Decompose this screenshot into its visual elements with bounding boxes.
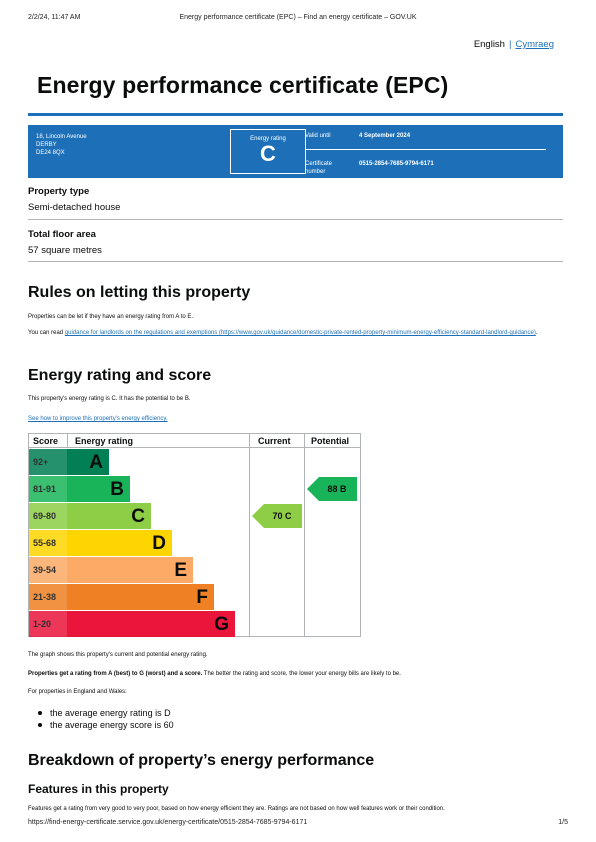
improve-efficiency-link[interactable]: See how to improve this property's energ… — [28, 416, 168, 422]
address-line-2: DERBY — [36, 142, 57, 148]
property-type-row: Property type Semi-detached house — [28, 186, 563, 213]
print-page-title: Energy performance certificate (EPC) – F… — [179, 14, 417, 21]
band-score-c: 69-80 — [29, 503, 67, 529]
print-datetime: 2/2/24, 11:47 AM — [28, 14, 81, 21]
divider — [28, 219, 563, 220]
band-bar-b: B — [67, 476, 130, 502]
print-footer: https://find-energy-certificate.service.… — [28, 819, 568, 826]
band-score-a: 92+ — [29, 449, 67, 475]
header-potential: Potential — [311, 436, 350, 446]
certificate-number-value: 0515-2854-7685-9794-6171 — [359, 161, 434, 167]
energy-rating-box: Energy rating C — [230, 129, 306, 174]
floor-area-label: Total floor area — [28, 229, 96, 240]
footer-page-number: 1/5 — [558, 819, 568, 826]
address-postcode: DE24 8QX — [36, 150, 65, 156]
divider — [28, 261, 563, 262]
address-line-1: 18, Lincoln Avenue — [36, 134, 87, 140]
energy-rating-paragraph: This property's energy rating is C. It h… — [28, 396, 191, 402]
epc-summary-panel: 18, Lincoln Avenue DERBY DE24 8QX Energy… — [28, 125, 563, 178]
breakdown-heading: Breakdown of property’s energy performan… — [28, 752, 375, 769]
potential-rating-arrow: 88 B — [307, 477, 357, 501]
band-score-b: 81-91 — [29, 476, 67, 502]
epc-rating-chart: Score Energy rating Current Potential 92… — [28, 433, 361, 637]
certificate-number-row: Certificate number 0515-2854-7685-9794-6… — [305, 160, 434, 176]
chart-column-divider — [249, 434, 250, 636]
valid-until-row: Valid until 4 September 2024 — [305, 133, 410, 139]
footer-url: https://find-energy-certificate.service.… — [28, 819, 308, 826]
letting-heading: Rules on letting this property — [28, 284, 251, 301]
language-separator: | — [508, 39, 512, 50]
property-type-label: Property type — [28, 186, 90, 197]
england-wales-intro: For properties in England and Wales: — [28, 689, 127, 695]
title-rule — [28, 113, 563, 116]
chart-column-divider — [67, 434, 68, 448]
letting-p2-suffix: . — [535, 330, 538, 336]
list-item: the average energy score is 60 — [38, 719, 174, 731]
valid-until-value: 4 September 2024 — [359, 133, 411, 139]
band-bar-e: E — [67, 557, 193, 583]
improve-efficiency-link-wrap: See how to improve this property's energ… — [28, 415, 563, 423]
band-bar-g: G — [67, 611, 235, 637]
band-score-e: 39-54 — [29, 557, 67, 583]
band-bar-c: C — [67, 503, 151, 529]
band-score-d: 55-68 — [29, 530, 67, 556]
rating-explanation-rest: The better the rating and score, the low… — [202, 671, 401, 677]
chart-description: The graph shows this property's current … — [28, 652, 208, 658]
energy-rating-heading: Energy rating and score — [28, 367, 212, 384]
letting-paragraph-2: You can read guidance for landlords on t… — [28, 329, 563, 337]
rating-explanation-bold: Properties get a rating from A (best) to… — [28, 671, 203, 677]
band-score-g: 1-20 — [29, 611, 67, 637]
band-score-f: 21-38 — [29, 584, 67, 610]
summary-divider — [305, 149, 546, 150]
certificate-label-2: number — [305, 169, 326, 175]
rating-explanation: Properties get a rating from A (best) to… — [28, 670, 563, 678]
floor-area-row: Total floor area 57 square metres — [28, 229, 563, 256]
current-rating-arrow: 70 C — [252, 504, 302, 528]
page-title: Energy performance certificate (EPC) — [37, 72, 449, 98]
certificate-label-1: Certificate — [305, 161, 333, 167]
energy-rating-label: Energy rating — [250, 136, 286, 142]
average-ratings-list: the average energy rating is D the avera… — [38, 707, 174, 731]
header-current: Current — [258, 436, 291, 446]
property-type-value: Semi-detached house — [28, 202, 121, 213]
language-english: English — [473, 39, 505, 50]
header-energy-rating: Energy rating — [75, 436, 134, 446]
features-heading: Features in this property — [28, 782, 169, 796]
list-item: the average energy rating is D — [38, 707, 174, 719]
band-bar-f: F — [67, 584, 214, 610]
band-bar-a: A — [67, 449, 109, 475]
landlord-guidance-link[interactable]: guidance for landlords on the regulation… — [64, 330, 536, 336]
letting-p2-prefix: You can read — [28, 330, 65, 336]
language-switcher: English | Cymraeg — [474, 39, 554, 50]
header-score: Score — [33, 436, 59, 446]
floor-area-value: 57 square metres — [28, 245, 102, 256]
letting-paragraph-1: Properties can be let if they have an en… — [28, 314, 194, 320]
valid-until-label: Valid until — [305, 133, 331, 139]
language-cymraeg-link[interactable]: Cymraeg — [515, 39, 554, 50]
features-paragraph: Features get a rating from very good to … — [28, 806, 445, 812]
chart-column-divider — [304, 434, 305, 636]
band-bar-d: D — [67, 530, 172, 556]
property-address: 18, Lincoln Avenue DERBY DE24 8QX — [36, 133, 87, 157]
chart-header-row: Score Energy rating Current Potential — [29, 434, 360, 448]
energy-rating-value: C — [260, 141, 276, 166]
